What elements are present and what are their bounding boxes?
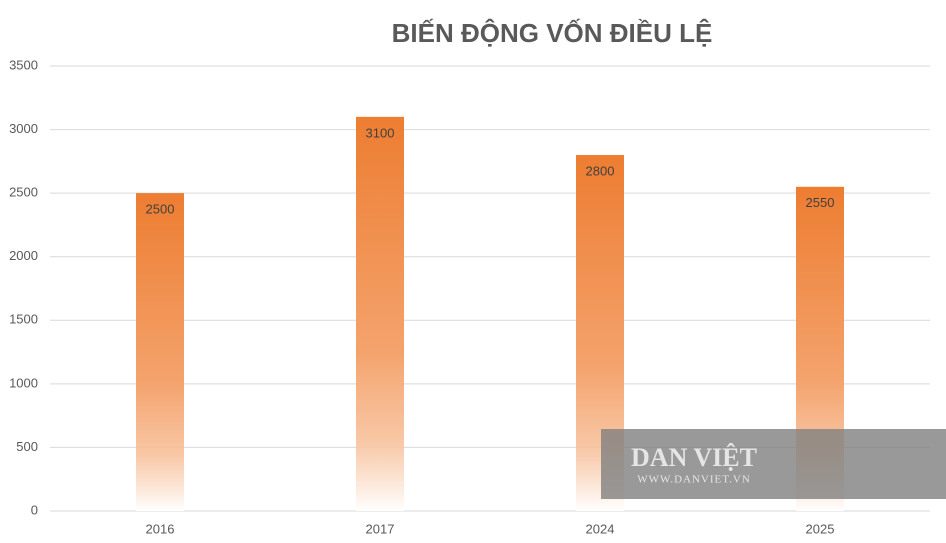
bar — [136, 193, 184, 511]
chart-title: BIẾN ĐỘNG VỐN ĐIỀU LỆ — [392, 18, 713, 48]
x-tick-label: 2017 — [366, 521, 395, 536]
y-tick-label: 2500 — [9, 185, 38, 200]
data-label: 3100 — [366, 125, 395, 140]
data-label: 2800 — [586, 163, 615, 178]
x-tick-label: 2016 — [146, 521, 175, 536]
bar — [356, 116, 404, 511]
y-tick-label: 1500 — [9, 312, 38, 327]
watermark-url: WWW.DANVIET.VN — [637, 474, 751, 486]
y-tick-label: 3000 — [9, 121, 38, 136]
y-tick-label: 0 — [31, 502, 38, 517]
watermark: DAN VIỆT WWW.DANVIET.VN — [601, 429, 946, 499]
data-label: 2550 — [806, 195, 835, 210]
y-tick-label: 500 — [16, 439, 38, 454]
y-tick-label: 1000 — [9, 375, 38, 390]
y-tick-label: 3500 — [9, 57, 38, 72]
x-tick-label: 2024 — [586, 521, 615, 536]
data-label: 2500 — [146, 202, 175, 217]
watermark-logo: DAN VIỆT — [631, 443, 757, 472]
x-tick-label: 2025 — [806, 521, 835, 536]
y-tick-label: 2000 — [9, 248, 38, 263]
watermark-box — [601, 429, 946, 499]
